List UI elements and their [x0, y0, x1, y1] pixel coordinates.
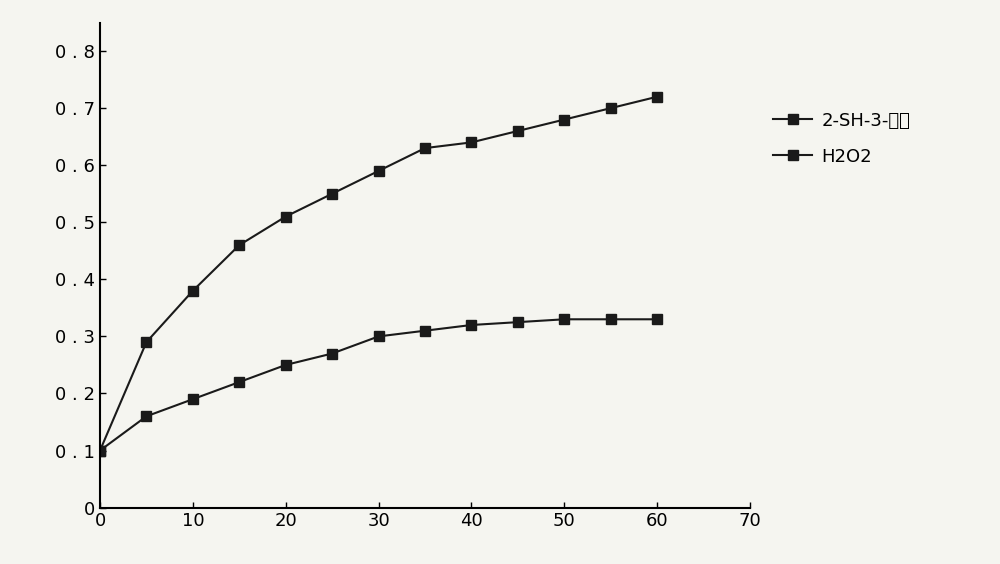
- Legend: 2-SH-3-丁醇, H2O2: 2-SH-3-丁醇, H2O2: [766, 104, 918, 173]
